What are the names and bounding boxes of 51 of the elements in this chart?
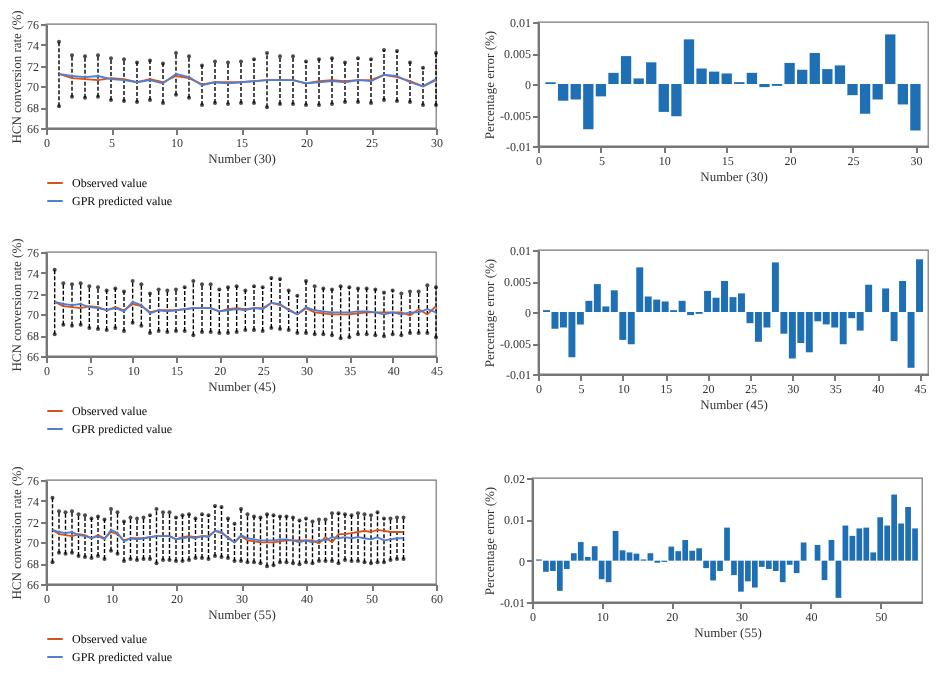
bar — [704, 290, 712, 312]
bar — [899, 281, 907, 312]
bar — [626, 552, 633, 561]
bar — [916, 259, 923, 312]
bar — [557, 560, 563, 591]
bar — [905, 506, 911, 561]
bar — [636, 267, 644, 312]
bar — [765, 560, 772, 569]
bar — [710, 560, 716, 581]
bar — [752, 560, 758, 588]
line-series — [58, 73, 437, 88]
bar — [856, 528, 863, 561]
bar — [598, 560, 605, 580]
bar — [568, 312, 576, 358]
bar — [653, 299, 661, 312]
bar — [668, 546, 675, 561]
bar — [771, 262, 779, 312]
bar — [754, 312, 762, 342]
bar — [678, 300, 686, 312]
bar — [805, 312, 813, 353]
bar — [877, 517, 884, 561]
bar — [738, 293, 745, 312]
bar — [647, 553, 654, 561]
bar — [627, 312, 635, 345]
bar — [724, 527, 730, 561]
bar — [856, 312, 864, 331]
bar — [779, 560, 786, 583]
bar — [661, 301, 669, 312]
bar — [882, 288, 890, 312]
bar — [610, 290, 618, 312]
bar — [891, 494, 897, 561]
bar — [543, 560, 549, 572]
bar — [839, 312, 847, 345]
bar — [721, 281, 728, 312]
bar — [551, 312, 559, 329]
bar — [738, 560, 744, 592]
bar — [907, 312, 915, 368]
bar — [890, 312, 898, 342]
bar — [863, 527, 870, 561]
bar — [788, 312, 796, 359]
bar — [591, 546, 598, 561]
bar — [696, 548, 702, 561]
bar — [682, 540, 689, 561]
bar — [577, 542, 584, 561]
bar — [793, 560, 800, 574]
bar — [593, 284, 601, 312]
bar — [865, 284, 873, 312]
bar — [885, 34, 896, 84]
bar — [619, 312, 627, 340]
bar — [800, 542, 807, 561]
bar — [822, 312, 830, 325]
